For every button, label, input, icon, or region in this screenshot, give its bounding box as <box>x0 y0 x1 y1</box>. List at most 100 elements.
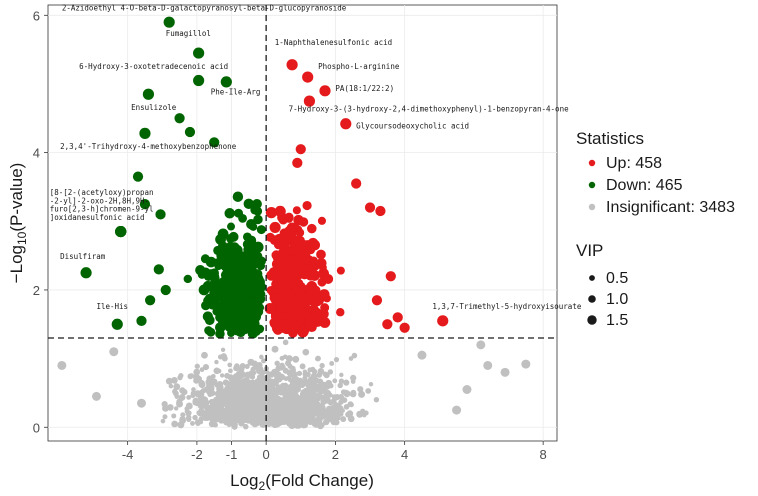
point-insignificant <box>276 371 282 377</box>
point-insignificant <box>220 347 226 352</box>
point-insignificant <box>313 399 318 405</box>
point-insignificant <box>316 403 322 410</box>
point-up <box>287 245 297 255</box>
point-down <box>155 209 166 220</box>
point-insignificant <box>229 384 237 392</box>
point-insignificant <box>476 340 486 350</box>
point-up <box>375 205 386 217</box>
x-tick-label: -1 <box>226 447 238 462</box>
point-insignificant <box>228 368 233 374</box>
point-insignificant <box>256 374 264 381</box>
point-down <box>230 266 239 275</box>
point-insignificant <box>521 359 531 369</box>
point-label: -2-yl]-2-oxo-2H,8H,9H- <box>50 196 149 205</box>
point-insignificant <box>213 367 221 375</box>
point-down <box>252 241 264 253</box>
point-insignificant <box>279 411 285 417</box>
point-insignificant <box>214 382 221 389</box>
point-label: 6-Hydroxy-3-oxotetradecenoic acid <box>79 62 228 71</box>
point-insignificant <box>249 389 256 396</box>
point-insignificant <box>265 370 270 375</box>
point-down <box>253 291 263 301</box>
point-insignificant <box>317 367 325 375</box>
point-down <box>216 250 228 262</box>
point-insignificant <box>275 415 282 422</box>
point-insignificant <box>302 348 310 356</box>
point-insignificant <box>298 410 306 418</box>
x-tick-label: 4 <box>401 447 408 462</box>
point-down <box>230 298 239 307</box>
point-insignificant <box>251 393 258 401</box>
point-down <box>249 222 258 231</box>
point-insignificant <box>255 418 263 425</box>
point-insignificant <box>282 339 289 346</box>
point-up <box>364 202 376 213</box>
point-insignificant <box>462 385 472 395</box>
point-insignificant <box>192 414 198 421</box>
point-down <box>224 259 233 268</box>
point-insignificant <box>281 406 288 413</box>
point-down <box>215 329 225 339</box>
point-insignificant <box>184 406 189 411</box>
point-label: 2,3,4'-Trihydroxy-4-methoxybenzophenone <box>60 142 237 151</box>
point-up <box>269 221 281 233</box>
y-tick-label: 2 <box>33 283 40 298</box>
labeled-point-up <box>319 85 331 97</box>
point-insignificant <box>167 404 174 411</box>
legend-stats-swatch <box>588 203 596 211</box>
point-insignificant <box>343 404 350 410</box>
point-insignificant <box>238 415 244 421</box>
point-down <box>139 198 151 210</box>
point-insignificant <box>280 382 286 388</box>
point-insignificant <box>274 360 280 366</box>
point-up <box>287 230 297 240</box>
point-insignificant <box>285 360 291 366</box>
point-insignificant <box>283 376 289 382</box>
point-insignificant <box>312 394 319 401</box>
point-down <box>203 271 214 282</box>
point-down <box>234 208 244 218</box>
point-insignificant <box>275 402 281 408</box>
point-down <box>224 316 235 328</box>
point-up <box>284 212 294 222</box>
point-insignificant <box>286 414 293 420</box>
point-annotations: 2-Azidoethyl 4-O-beta-D-galactopyranosyl… <box>50 3 582 311</box>
point-up <box>292 267 303 278</box>
legend-vip-label: 1.0 <box>606 291 628 308</box>
point-insignificant <box>365 388 372 394</box>
point-insignificant <box>248 398 255 405</box>
point-insignificant <box>249 374 256 380</box>
point-insignificant <box>219 373 225 378</box>
point-down <box>145 295 156 306</box>
point-down <box>214 301 224 310</box>
point-up <box>306 321 317 333</box>
point-insignificant <box>178 396 184 402</box>
point-insignificant <box>356 410 364 418</box>
x-tick-label: 0 <box>263 447 270 462</box>
point-insignificant <box>240 393 246 399</box>
point-label: Fumagillol <box>166 29 211 38</box>
point-insignificant <box>244 371 252 379</box>
y-axis-title-sub: 10 <box>15 231 29 245</box>
labeled-point-down <box>80 267 92 279</box>
legend-vip-label: 1.5 <box>606 312 628 329</box>
point-insignificant <box>317 378 324 385</box>
point-insignificant <box>307 380 314 387</box>
labeled-point-down <box>139 127 151 139</box>
point-insignificant <box>261 358 267 364</box>
legend-vip-swatch <box>589 275 595 281</box>
point-insignificant <box>299 363 306 370</box>
point-insignificant <box>323 418 330 426</box>
point-insignificant <box>271 410 277 416</box>
point-insignificant <box>91 391 101 401</box>
point-insignificant <box>198 379 205 387</box>
legend-vip-title: VIP <box>576 241 603 260</box>
point-insignificant <box>347 415 355 423</box>
point-insignificant <box>226 410 233 418</box>
point-up <box>323 273 334 285</box>
point-insignificant <box>345 391 350 396</box>
point-up <box>265 207 277 219</box>
point-insignificant <box>231 402 238 408</box>
point-down <box>224 245 234 254</box>
